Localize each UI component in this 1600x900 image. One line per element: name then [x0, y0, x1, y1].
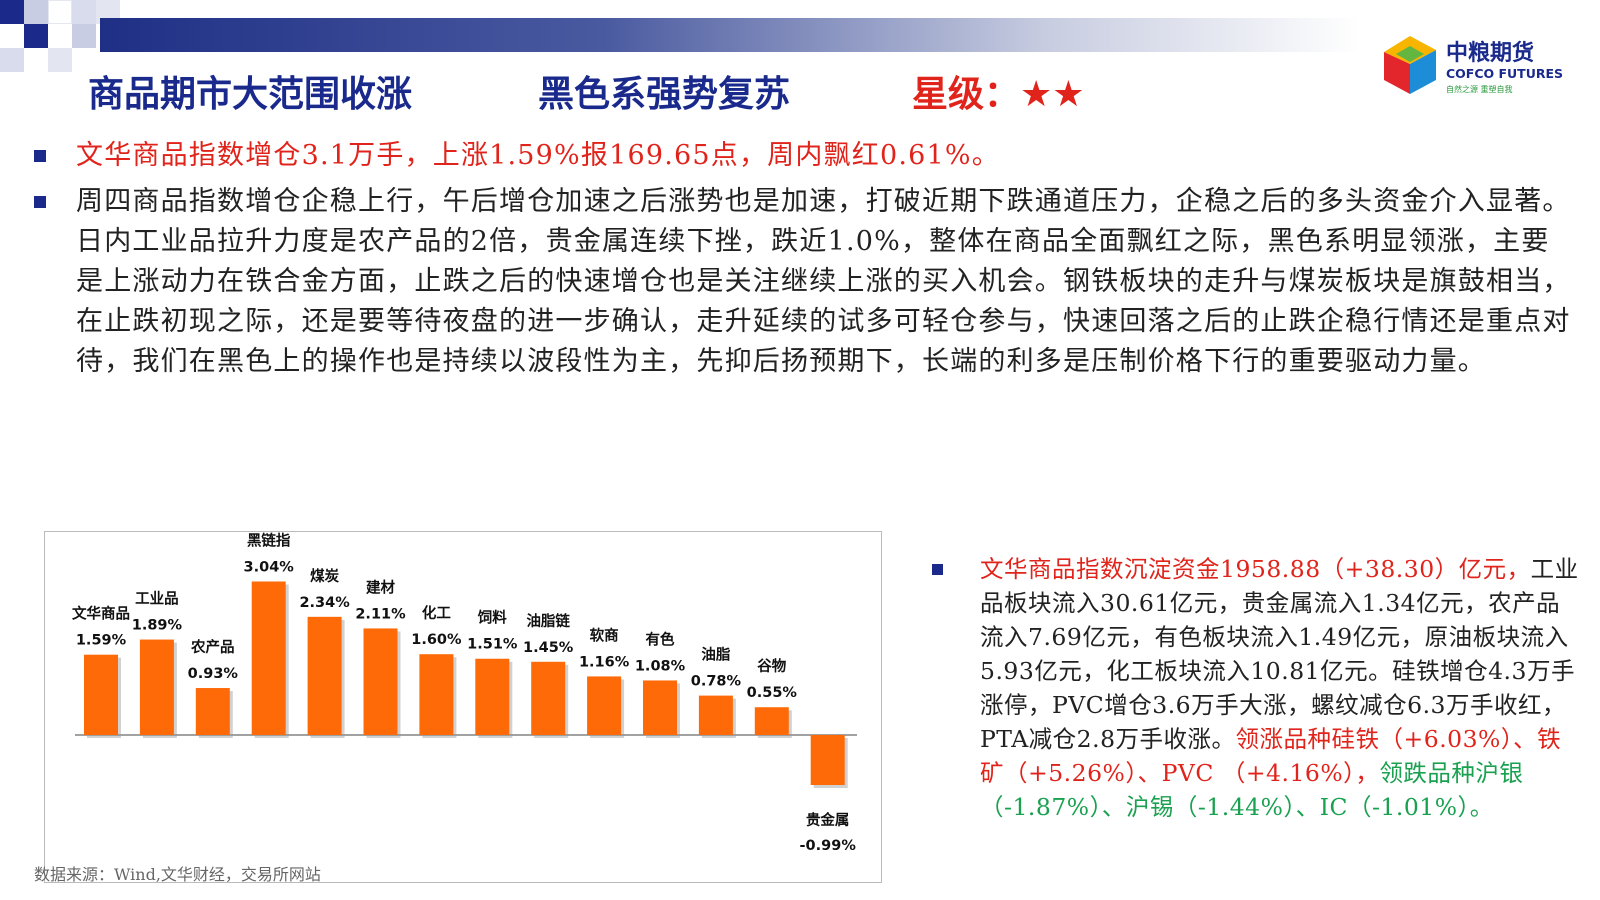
logo-en-text: COFCO FUTURES [1446, 66, 1563, 81]
value-label-3: 3.04% [244, 559, 295, 575]
bar-2 [195, 688, 230, 735]
category-label-10: 有色 [646, 630, 675, 648]
bullet-market-analysis: 周四商品指数增仓企稳上行，午后增仓加速之后涨势也是加速，打破近期下跌通道压力，企… [30, 182, 1575, 382]
category-label-1: 工业品 [135, 591, 179, 608]
bullet-text: 周四商品指数增仓企稳上行，午后增仓加速之后涨势也是加速，打破近期下跌通道压力，企… [76, 186, 1571, 377]
cofco-logo: 中粮期货 COFCO FUTURES 自然之源 重塑自我 [1380, 30, 1590, 100]
data-source-note: 数据来源：Wind,文华财经，交易所网站 [34, 865, 321, 884]
sector-change-chart: 文华商品 1.59% 工业品 1.89% 农产品 0.93% 黑链指 3.04% 煤炭 2.34%… [44, 531, 882, 883]
category-label-7: 饲料 [477, 609, 507, 627]
summary-bullets: 文华商品指数增仓3.1万手，上涨1.59%报169.65点，周内飘红0.61%。… [30, 136, 1575, 382]
value-label-6: 1.60% [411, 632, 462, 648]
bar-7 [475, 658, 510, 735]
bar-12 [754, 707, 789, 735]
bar-5 [363, 628, 398, 735]
category-label-5: 建材 [366, 578, 395, 596]
category-label-6: 化工 [422, 604, 451, 622]
bar-11 [698, 695, 733, 735]
category-label-4: 煤炭 [310, 567, 339, 585]
value-label-7: 1.51% [467, 637, 518, 653]
category-label-0: 文华商品 [72, 605, 130, 623]
bullet-marker [34, 150, 46, 162]
bar-3 [251, 581, 286, 735]
bullet-text: 文华商品指数增仓3.1万手，上涨1.59%报169.65点，周内飘红0.61%。 [76, 140, 1000, 171]
bar-0 [84, 654, 118, 735]
leading-gainers: 领涨品种硅铁（+6.03%）、铁矿（+5.26%）、PVC （+4.16%）， [980, 725, 1562, 787]
rating-stars: ★★ [1020, 74, 1085, 115]
value-label-13: -0.99% [800, 838, 857, 854]
value-label-8: 1.45% [523, 640, 574, 656]
bullet-marker [932, 564, 943, 575]
bar-13 [810, 735, 845, 785]
value-label-11: 0.78% [691, 674, 742, 690]
rating: 星级：★★ [912, 70, 1085, 120]
value-label-2: 0.93% [188, 666, 239, 682]
category-label-9: 软商 [590, 626, 619, 644]
headline-black-series: 黑色系强势复苏 [538, 74, 791, 115]
fund-flow-panel: 文华商品指数沉淀资金1958.88（+38.30）亿元，工业品板块流入30.61… [920, 552, 1580, 824]
cofco-logo-mark: 中粮期货 COFCO FUTURES 自然之源 重塑自我 [1384, 36, 1563, 94]
bar-1 [139, 639, 174, 735]
category-label-8: 油脂链 [526, 612, 570, 630]
category-label-3: 黑链指 [247, 532, 291, 549]
value-label-9: 1.16% [579, 654, 630, 670]
logo-slogan-text: 自然之源 重塑自我 [1446, 84, 1513, 94]
header-gradient-bar [100, 18, 1360, 52]
bar-8 [531, 661, 566, 735]
leading-losers: 领跌品种沪银（-1.87%）、沪锡（-1.44%）、IC（-1.01%）。 [980, 759, 1524, 821]
bullet-marker [34, 196, 46, 208]
value-label-10: 1.08% [635, 658, 686, 674]
value-label-4: 2.34% [299, 595, 350, 611]
fund-flow-detail: 工业品板块流入30.61亿元，贵金属流入1.34亿元，农产品流入7.69亿元，有… [980, 555, 1579, 753]
value-label-5: 2.11% [355, 606, 406, 622]
rating-label: 星级： [912, 74, 1021, 115]
category-label-13: 贵金属 [806, 811, 850, 829]
headline-commodities: 商品期市大范围收涨 [88, 74, 413, 115]
category-label-12: 谷物 [757, 657, 786, 675]
logo-cn-text: 中粮期货 [1446, 40, 1534, 66]
value-label-1: 1.89% [132, 618, 183, 634]
fund-total-text: 文华商品指数沉淀资金1958.88（+38.30）亿元， [980, 555, 1531, 583]
header-decoration [0, 0, 130, 72]
category-label-11: 油脂 [701, 646, 730, 664]
bar-4 [307, 616, 342, 735]
bar-9 [587, 676, 622, 735]
bar-10 [643, 680, 677, 735]
category-label-2: 农产品 [190, 638, 235, 656]
bullet-index-summary: 文华商品指数增仓3.1万手，上涨1.59%报169.65点，周内飘红0.61%。 [30, 136, 1575, 176]
value-label-0: 1.59% [76, 633, 127, 649]
bar-6 [419, 654, 454, 735]
value-label-12: 0.55% [747, 685, 798, 701]
bar-chart-svg: 文华商品 1.59% 工业品 1.89% 农产品 0.93% 黑链指 3.04% 煤炭 2.34%… [72, 531, 857, 854]
